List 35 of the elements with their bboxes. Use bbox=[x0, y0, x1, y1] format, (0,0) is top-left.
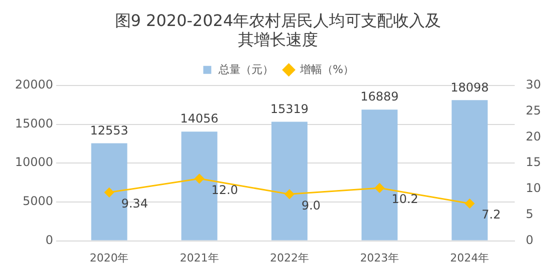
x-tick-label: 2023年 bbox=[360, 251, 400, 264]
y2-tick-label: 25 bbox=[526, 103, 542, 118]
data-label: 15319 bbox=[270, 102, 309, 116]
data-label: 12553 bbox=[90, 123, 128, 138]
data-label: 7.2 bbox=[482, 208, 501, 222]
point bbox=[194, 174, 204, 184]
legend-label: 总量（元） bbox=[217, 62, 274, 76]
y-tick-label: 15000 bbox=[14, 116, 54, 130]
y2-tick-label: 10 bbox=[526, 181, 542, 196]
legend-label: 增幅（%） bbox=[298, 62, 354, 76]
y-tick-label: 20000 bbox=[14, 78, 54, 92]
point bbox=[464, 198, 474, 208]
data-label: 14056 bbox=[180, 112, 218, 126]
y-tick-label: 0 bbox=[46, 232, 54, 247]
data-label: 12.0 bbox=[211, 182, 238, 197]
chart-title: 图9 2020-2024年农村居民人均可支配收入及其增长速度 bbox=[114, 10, 442, 49]
x-tick-label: 2024年 bbox=[450, 251, 490, 264]
y2-tick-label: 0 bbox=[526, 232, 534, 247]
data-label: 9.0 bbox=[301, 198, 321, 212]
data-label: 9.34 bbox=[121, 196, 148, 211]
x-tick-label: 2020年 bbox=[90, 251, 129, 264]
y2-tick-label: 15 bbox=[526, 155, 542, 170]
x-tick-label: 2021年 bbox=[180, 251, 219, 264]
data-label: 10.2 bbox=[392, 192, 418, 206]
y-tick-label: 10000 bbox=[14, 155, 54, 170]
y2-tick-label: 20 bbox=[526, 129, 542, 144]
point bbox=[284, 189, 294, 199]
data-label: 18098 bbox=[450, 80, 489, 94]
point bbox=[374, 183, 384, 193]
point bbox=[104, 188, 114, 198]
y2-tick-label: 30 bbox=[526, 78, 542, 92]
data-label: 16889 bbox=[360, 90, 399, 104]
y2-tick-label: 5 bbox=[526, 207, 534, 222]
x-tick-label: 2022年 bbox=[270, 251, 309, 264]
y-tick-label: 5000 bbox=[22, 194, 54, 208]
